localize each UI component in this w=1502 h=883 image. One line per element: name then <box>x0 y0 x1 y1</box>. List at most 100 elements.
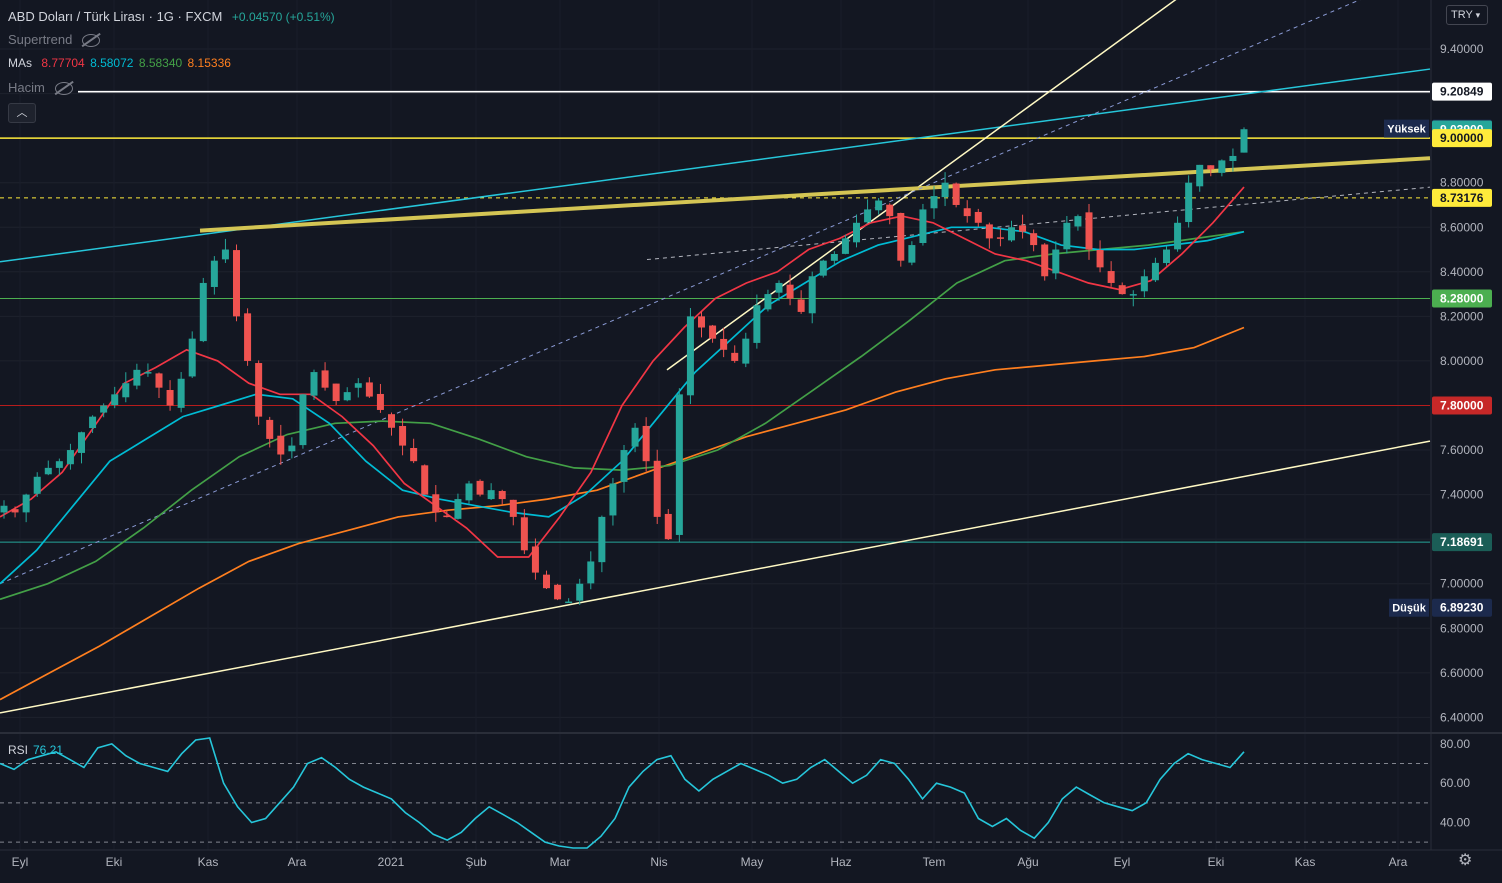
candle-body <box>930 196 938 209</box>
candle-body <box>864 209 872 223</box>
dashed-trend-line <box>0 0 1361 585</box>
x-tick-label: Eki <box>1208 855 1225 869</box>
dashed-trend-line <box>646 186 1431 261</box>
candle-body <box>1151 262 1159 281</box>
candle-body <box>33 476 41 494</box>
candle-body <box>177 378 185 408</box>
candle-body <box>985 224 993 239</box>
candle-body <box>1019 225 1027 232</box>
time-axis[interactable]: Eyl Eki Kas Ara 2021 Şub Mar Nis May Haz Tem Ağu Eyl… <box>12 855 1408 869</box>
candle-body <box>642 425 650 462</box>
price-label-text: 8.73176 <box>1440 191 1484 205</box>
price-label-box <box>1432 533 1492 552</box>
candle-body <box>587 561 595 584</box>
candle-body <box>277 435 285 455</box>
ma20-value: 8.77704 <box>41 56 85 70</box>
candles <box>0 127 1248 605</box>
gear-icon[interactable]: ⚙ <box>1458 852 1473 869</box>
steep-trendline <box>666 0 1177 371</box>
candle-body <box>443 515 451 518</box>
candle-body <box>1140 276 1148 292</box>
price-label-box <box>1432 289 1492 308</box>
y-tick-label: 8.00000 <box>1440 354 1484 368</box>
candle-body <box>686 316 694 396</box>
candle-body <box>908 245 916 263</box>
candle-body <box>388 414 395 428</box>
candle-body <box>432 494 440 513</box>
rsi-label: RSI <box>8 743 28 757</box>
volume-label: Hacim <box>8 80 45 95</box>
price-label-box <box>1432 396 1492 415</box>
mas-legend[interactable]: MAs 8.77704 8.58072 8.58340 8.15336 <box>8 56 237 70</box>
price-label-text: 6.89230 <box>1440 601 1484 615</box>
rsi-tick-label: 80.00 <box>1440 737 1470 751</box>
x-tick-label: Ağu <box>1017 855 1038 869</box>
channel-bottom-line <box>0 440 1431 714</box>
candle-body <box>576 583 584 601</box>
candle-body <box>1240 129 1248 153</box>
candle-body <box>233 250 240 317</box>
y-tick-label: 8.80000 <box>1440 176 1484 190</box>
volume-legend[interactable]: Hacim <box>8 80 79 96</box>
candle-body <box>709 325 717 339</box>
supertrend-legend[interactable]: Supertrend <box>8 32 106 48</box>
candle-body <box>144 372 152 374</box>
rsi-tick-label: 60.00 <box>1440 776 1470 790</box>
candle-body <box>720 338 728 350</box>
candle-body <box>1008 227 1015 241</box>
price-axis[interactable]: 9.400009.200009.000008.800008.600008.400… <box>0 0 1502 851</box>
x-tick-label: Nis <box>650 855 667 869</box>
candle-body <box>155 373 163 388</box>
candle-body <box>55 461 63 468</box>
y-tick-label: 6.80000 <box>1440 621 1484 635</box>
candle-body <box>786 284 794 299</box>
candle-body <box>266 419 274 439</box>
candle-body <box>22 494 30 513</box>
candle-body <box>1096 249 1104 268</box>
symbol-legend: ABD Doları / Türk Lirası · 1G · FXCM +0.… <box>8 9 341 24</box>
candle-body <box>332 383 340 402</box>
x-tick-label: Eyl <box>12 855 29 869</box>
candle-body <box>1041 244 1049 277</box>
candle-body <box>875 200 883 211</box>
price-label-text: 9.00000 <box>1440 131 1484 145</box>
chevron-down-icon: ▾ <box>1475 10 1481 20</box>
candle-body <box>487 490 495 500</box>
y-tick-label: 7.60000 <box>1440 443 1484 457</box>
candle-body <box>1118 285 1126 295</box>
candle-body <box>653 460 661 517</box>
x-tick-label: Kas <box>198 855 219 869</box>
rsi-line <box>0 737 1245 849</box>
y-tick-label: 7.40000 <box>1440 488 1484 502</box>
candle-body <box>830 253 838 261</box>
currency-button[interactable]: TRY ▾ <box>1446 5 1488 25</box>
hidden-eye-icon[interactable] <box>82 34 101 48</box>
candle-body <box>166 389 174 406</box>
candle-body <box>288 445 296 452</box>
x-tick-label: Ara <box>288 855 307 869</box>
candle-body <box>244 313 252 361</box>
candle-body <box>808 276 816 314</box>
candle-body <box>476 480 484 495</box>
candle-body <box>1207 165 1215 170</box>
supertrend-label: Supertrend <box>8 32 73 47</box>
candle-body <box>1129 294 1137 296</box>
candle-body <box>11 509 19 513</box>
candle-body <box>1030 233 1038 246</box>
candle-body <box>321 370 329 388</box>
y-tick-label: 8.60000 <box>1440 220 1484 234</box>
candle-body <box>376 393 384 410</box>
candle-body <box>1052 249 1060 274</box>
price-label-box <box>1432 82 1492 101</box>
x-tick-label: Kas <box>1295 855 1316 869</box>
candle-body <box>698 316 705 328</box>
collapse-legend-button[interactable]: ︿ <box>8 103 36 123</box>
hidden-eye-icon[interactable] <box>54 82 73 96</box>
candle-body <box>675 394 683 535</box>
ma20-line <box>0 186 1245 558</box>
candle-body <box>410 448 418 462</box>
price-label-text: 7.80000 <box>1440 398 1484 412</box>
x-tick-label: Eyl <box>1114 855 1131 869</box>
